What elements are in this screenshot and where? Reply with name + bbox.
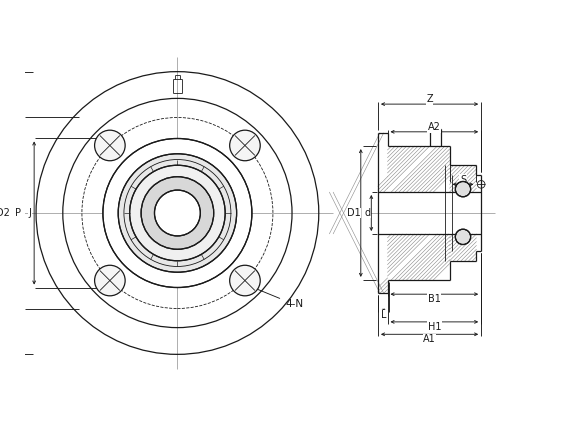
Text: A1: A1 — [423, 334, 436, 344]
Text: S: S — [460, 175, 466, 184]
Circle shape — [103, 138, 252, 288]
Text: Z: Z — [426, 94, 433, 104]
Circle shape — [230, 130, 260, 161]
Text: D2: D2 — [0, 208, 10, 218]
Circle shape — [118, 154, 237, 272]
Circle shape — [455, 181, 471, 197]
Circle shape — [230, 265, 260, 296]
Text: P: P — [15, 208, 21, 218]
Text: A2: A2 — [428, 122, 441, 132]
Circle shape — [155, 190, 200, 236]
Circle shape — [130, 165, 225, 261]
Text: J: J — [29, 208, 32, 218]
Circle shape — [94, 130, 125, 161]
Text: L: L — [381, 310, 386, 320]
Text: D1: D1 — [347, 208, 361, 218]
Text: H1: H1 — [427, 322, 441, 332]
Circle shape — [141, 177, 214, 249]
Circle shape — [94, 265, 125, 296]
Text: d: d — [364, 208, 371, 218]
Circle shape — [455, 229, 471, 245]
Text: B1: B1 — [428, 294, 441, 304]
Text: 4-N: 4-N — [254, 288, 303, 309]
